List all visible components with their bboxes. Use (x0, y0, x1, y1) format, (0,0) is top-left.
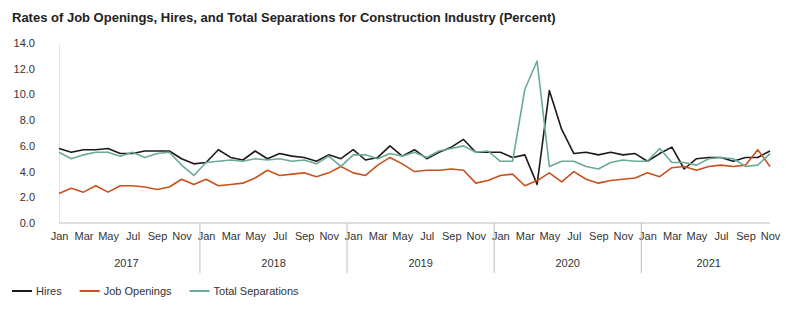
y-tick-label: 4.0 (20, 166, 35, 178)
x-tick-label: Mar (663, 230, 682, 242)
x-tick-label: Mar (369, 230, 388, 242)
x-tick-label: Mar (516, 230, 535, 242)
legend: Hires Job Openings Total Separations (12, 285, 299, 297)
plot-area (59, 61, 770, 193)
x-axis-line (59, 223, 770, 224)
y-axis-line (59, 44, 60, 224)
x-tick: Mar (222, 223, 241, 242)
x-tick: May (539, 223, 560, 242)
y-tick-label: 14.0 (14, 37, 35, 49)
year-label: 2018 (261, 257, 285, 269)
y-tick: 10.0 (14, 88, 59, 100)
x-tick: May (98, 223, 119, 242)
title: Rates of Job Openings, Hires, and Total … (12, 10, 556, 25)
x-tick-label: Nov (761, 230, 781, 242)
x-tick: Nov (761, 223, 781, 242)
y-tick-label: 8.0 (20, 114, 35, 126)
x-tick-label: Jan (51, 230, 69, 242)
legend-item: Hires (12, 285, 62, 297)
y-tick: 2.0 (20, 191, 59, 203)
x-tick: Jul (126, 223, 140, 242)
x-tick-label: Jul (420, 230, 434, 242)
y-tick: 6.0 (20, 140, 59, 152)
x-tick: Mar (516, 223, 535, 242)
series-line (59, 61, 770, 175)
y-tick: 4.0 (20, 166, 59, 178)
year-label: 2021 (696, 257, 720, 269)
x-axis: JanMarMayJulSepNovJanMarMayJulSepNovJanM… (51, 223, 781, 242)
year-label: 2020 (555, 257, 579, 269)
legend-label: Hires (36, 285, 62, 297)
year-separator (199, 223, 200, 273)
legend-item: Total Separations (190, 285, 299, 297)
x-tick-label: Sep (295, 230, 315, 242)
y-tick: 8.0 (20, 114, 59, 126)
series-line (59, 150, 770, 194)
x-tick: Sep (442, 223, 462, 242)
year-separator (494, 223, 495, 273)
x-tick: Mar (369, 223, 388, 242)
year-separator (641, 223, 642, 273)
x-tick-label: Jul (126, 230, 140, 242)
legend-label: Total Separations (214, 285, 299, 297)
x-tick: Jan (51, 223, 69, 242)
x-tick-label: May (539, 230, 560, 242)
x-tick: Mar (75, 223, 94, 242)
series-line (59, 91, 770, 185)
year-label: 2019 (408, 257, 432, 269)
x-tick: Sep (295, 223, 315, 242)
y-tick-label: 0.0 (20, 217, 35, 229)
legend-swatch (12, 290, 32, 292)
x-tick-label: Mar (75, 230, 94, 242)
x-tick-label: Sep (736, 230, 756, 242)
x-tick: May (687, 223, 708, 242)
x-tick: May (245, 223, 266, 242)
x-tick: Nov (614, 223, 634, 242)
year-separator (347, 223, 348, 273)
x-tick-label: Nov (319, 230, 339, 242)
y-tick-label: 12.0 (14, 63, 35, 75)
y-tick-label: 2.0 (20, 191, 35, 203)
x-tick: Jul (273, 223, 287, 242)
x-tick: Nov (467, 223, 487, 242)
x-tick-label: Sep (148, 230, 168, 242)
y-tick: 14.0 (14, 37, 59, 49)
x-tick-label: Nov (614, 230, 634, 242)
x-tick: Jul (420, 223, 434, 242)
x-tick-label: Jul (714, 230, 728, 242)
x-tick: Sep (148, 223, 168, 242)
year-label: 2017 (114, 257, 138, 269)
legend-label: Job Openings (104, 285, 172, 297)
x-tick-label: Jul (567, 230, 581, 242)
x-tick: Mar (663, 223, 682, 242)
x-tick-label: Nov (467, 230, 487, 242)
x-tick-label: Sep (589, 230, 609, 242)
x-tick: Jul (714, 223, 728, 242)
legend-item: Job Openings (80, 285, 172, 297)
x-tick-label: May (687, 230, 708, 242)
x-tick: Sep (736, 223, 756, 242)
y-tick-label: 10.0 (14, 88, 35, 100)
x-tick: Sep (589, 223, 609, 242)
y-tick: 12.0 (14, 63, 59, 75)
x-tick: May (392, 223, 413, 242)
year-groups: 2017 2018 2019 2020 2021 (114, 223, 721, 273)
x-tick-label: Mar (222, 230, 241, 242)
legend-swatch (80, 290, 100, 292)
legend-swatch (190, 290, 210, 292)
y-tick-label: 6.0 (20, 140, 35, 152)
x-tick-label: May (245, 230, 266, 242)
x-tick-label: Sep (442, 230, 462, 242)
x-tick-label: Jul (273, 230, 287, 242)
x-tick-label: May (98, 230, 119, 242)
x-tick-label: Nov (172, 230, 192, 242)
chart: Rates of Job Openings, Hires, and Total … (0, 0, 800, 319)
x-tick-label: May (392, 230, 413, 242)
x-tick: Nov (319, 223, 339, 242)
x-tick: Jul (567, 223, 581, 242)
x-tick: Nov (172, 223, 192, 242)
y-tick: 0.0 (20, 217, 59, 229)
y-axis: 0.0 2.0 4.0 6.0 8.0 10.0 12.0 14.0 (14, 37, 60, 229)
